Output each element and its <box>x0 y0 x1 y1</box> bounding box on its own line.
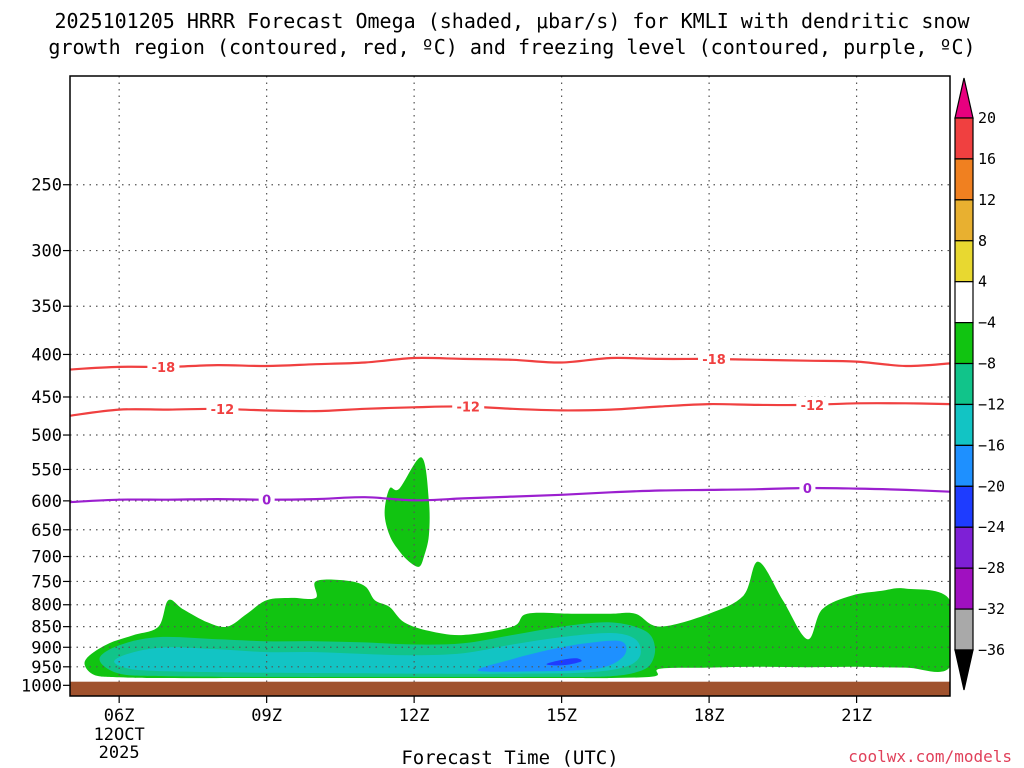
colorbar-segment-5 <box>954 281 974 324</box>
contour-label-1-2: -12 <box>801 399 825 414</box>
colorbar-label-3: 8 <box>978 232 987 250</box>
contour-label-bg-0-0 <box>147 358 180 375</box>
y-tick-label-700: 700 <box>31 548 62 568</box>
temperature-contours: -18 -18 -12 -12 -12 0 0 <box>69 351 951 509</box>
x-tick-label-21Z: 21Z <box>841 706 872 726</box>
y-axis: 2503003504004505005506006507007508008509… <box>21 176 70 696</box>
y-tick-label-1000: 1000 <box>21 676 62 696</box>
colorbar-label-6: −8 <box>978 355 996 373</box>
x-tick-label-12Z: 12Z <box>399 706 430 726</box>
colorbar-segment-1 <box>954 117 974 160</box>
chart-title-line-1: 2025101205 HRRR Forecast Omega (shaded, … <box>54 9 970 33</box>
contour-label-1-1: -12 <box>456 401 480 416</box>
x-start-date-year: 2025 <box>99 743 140 763</box>
contour-label-bg-2-1 <box>799 480 816 497</box>
colorbar-label-5: −4 <box>978 314 996 332</box>
y-tick-label-650: 650 <box>31 521 62 541</box>
x-tick-label-18Z: 18Z <box>694 706 725 726</box>
colorbar-segment-7 <box>954 362 974 406</box>
colorbar-label-9: −20 <box>978 477 1005 495</box>
y-tick-label-800: 800 <box>31 596 62 616</box>
contour-line-0 <box>69 356 951 371</box>
y-tick-label-550: 550 <box>31 460 62 480</box>
omega-region-5 <box>546 658 582 666</box>
x-tick-label-15Z: 15Z <box>546 706 577 726</box>
colorbar-label-1: 16 <box>978 150 996 168</box>
y-tick-label-900: 900 <box>31 638 62 658</box>
contour-label-bg-1-2 <box>796 396 829 413</box>
colorbar-bottom-arrow <box>954 649 974 691</box>
colorbar-label-11: −28 <box>978 559 1005 577</box>
contour-label-bg-0-1 <box>698 351 731 368</box>
colorbar-segment-4 <box>954 240 974 283</box>
contour-label-bg-1-1 <box>452 398 485 415</box>
y-tick-label-500: 500 <box>31 426 62 446</box>
colorbar-segment-10 <box>954 485 974 528</box>
colorbar-label-8: −16 <box>978 436 1005 454</box>
colorbar-segment-3 <box>954 199 974 242</box>
contour-label-0-1: -18 <box>702 353 726 368</box>
omega-shaded-regions <box>84 457 950 679</box>
x-tick-label-09Z: 09Z <box>251 706 282 726</box>
contour-label-1-0: -12 <box>211 403 235 418</box>
colorbar-segment-2 <box>954 158 974 201</box>
ground-surface <box>70 681 950 696</box>
colorbar-label-13: −36 <box>978 641 1005 659</box>
y-tick-label-250: 250 <box>31 176 62 196</box>
colorbar-segment-6 <box>954 322 974 365</box>
y-tick-label-850: 850 <box>31 618 62 638</box>
colorbar-label-10: −24 <box>978 518 1005 536</box>
colorbar-segment-8 <box>954 403 974 446</box>
contour-label-bg-1-0 <box>206 400 239 417</box>
omega-region-1 <box>384 457 430 567</box>
y-tick-label-400: 400 <box>31 345 62 365</box>
y-tick-label-750: 750 <box>31 572 62 592</box>
contour-line-2 <box>69 486 951 504</box>
contour-label-bg-2-0 <box>258 491 275 508</box>
y-tick-label-300: 300 <box>31 242 62 262</box>
plot-frame <box>69 75 951 697</box>
chart-title-line-2: growth region (contoured, red, ºC) and f… <box>48 35 975 59</box>
contour-label-2-1: 0 <box>803 482 812 497</box>
y-tick-label-600: 600 <box>31 492 62 512</box>
colorbar-label-2: 12 <box>978 191 996 209</box>
x-axis: 06Z 09Z 12Z 15Z 18Z 21Z <box>104 696 872 726</box>
colorbar-segment-13 <box>954 608 974 651</box>
omega-colorbar: 20 16 12 8 4 −4 −8 −12 −16 −20 −24 −28 −32 −36 <box>954 77 1005 691</box>
colorbar-segment-9 <box>954 444 974 487</box>
x-axis-label: Forecast Time (UTC) <box>401 747 618 768</box>
omega-region-4 <box>477 640 627 672</box>
y-tick-label-450: 450 <box>31 388 62 408</box>
colorbar-segment-11 <box>954 526 974 569</box>
colorbar-label-7: −12 <box>978 395 1005 413</box>
colorbar-top-arrow <box>954 77 974 119</box>
colorbar-segment-12 <box>954 567 974 610</box>
x-start-date-day: 12OCT <box>94 725 145 745</box>
colorbar-label-4: 4 <box>978 273 987 291</box>
contour-label-0-0: -18 <box>152 361 176 376</box>
colorbar-label-0: 20 <box>978 109 996 127</box>
y-tick-label-950: 950 <box>31 658 62 678</box>
contour-label-2-0: 0 <box>262 494 271 509</box>
grid-lines <box>70 76 950 696</box>
y-tick-label-350: 350 <box>31 297 62 317</box>
colorbar-label-12: −32 <box>978 600 1005 618</box>
x-tick-label-06Z: 06Z <box>104 706 135 726</box>
credit-text: coolwx.com/models <box>848 747 1012 766</box>
plot-area: -18 -18 -12 -12 -12 0 0 <box>69 75 951 697</box>
